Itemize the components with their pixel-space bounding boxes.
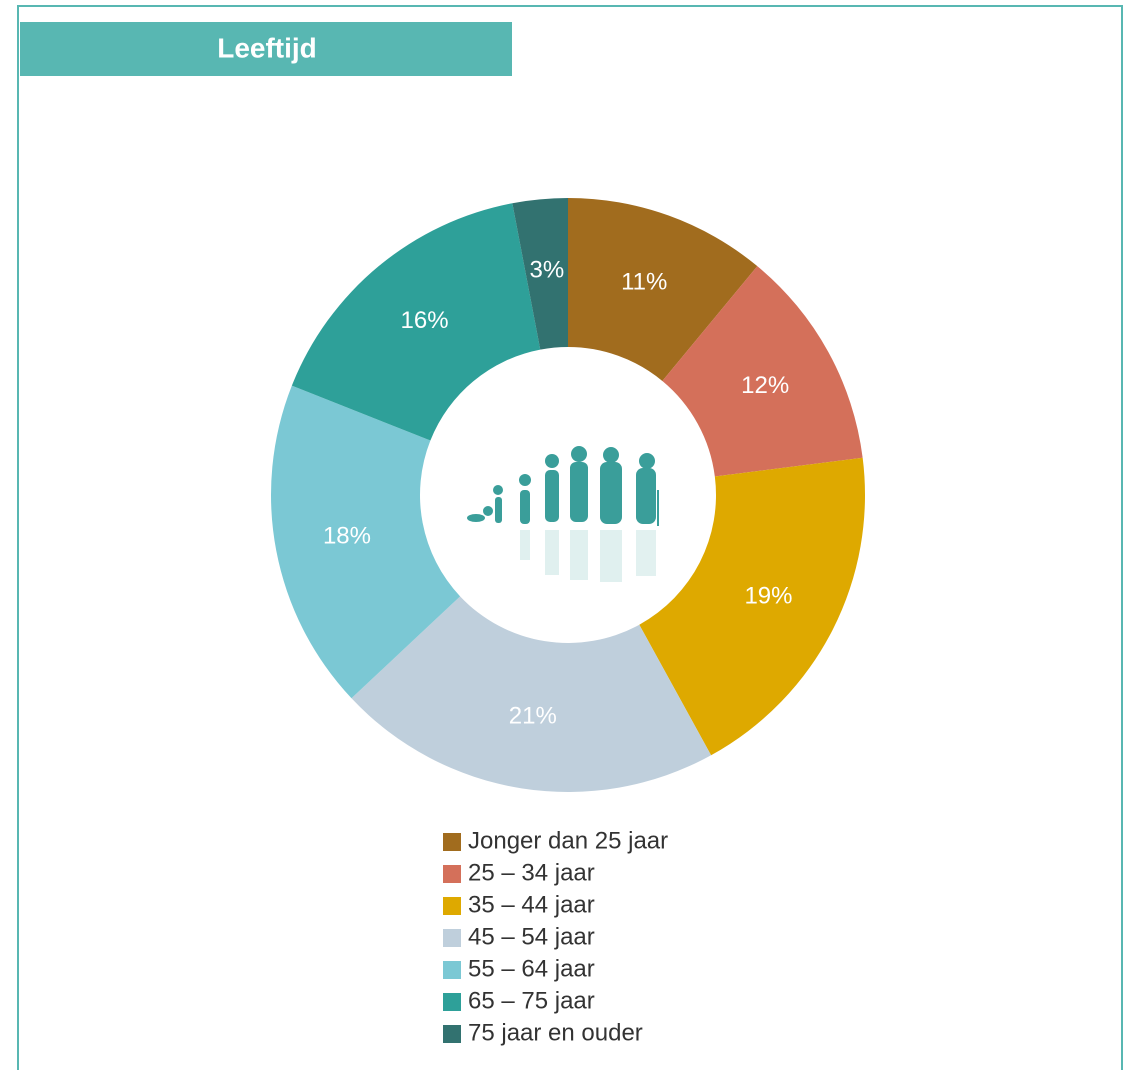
- legend: Jonger dan 25 jaar 25 – 34 jaar 35 – 44 ja…: [443, 827, 668, 1046]
- legend-label: 65 – 75 jaar: [468, 987, 595, 1014]
- slice: [639, 457, 865, 756]
- legend-swatch: [443, 961, 461, 979]
- chart-title: Leeftijd: [217, 32, 317, 63]
- slice: [271, 385, 461, 699]
- slice: [568, 198, 758, 381]
- legend-label: Jonger dan 25 jaar: [468, 827, 668, 854]
- legend-swatch: [443, 897, 461, 915]
- legend-swatch: [443, 993, 461, 1011]
- legend-label: 25 – 34 jaar: [468, 859, 595, 886]
- slice-label: 12%: [741, 372, 789, 399]
- title-banner: [20, 22, 512, 76]
- slice-label: 21%: [509, 703, 557, 730]
- legend-label: 75 jaar en ouder: [468, 1019, 643, 1046]
- frame: [17, 5, 1123, 1070]
- slice: [351, 596, 712, 793]
- legend-swatch: [443, 833, 461, 851]
- legend-swatch: [443, 865, 461, 883]
- slice-label: 19%: [744, 582, 792, 609]
- slice-label: 11%: [621, 269, 667, 296]
- legend-label: 45 – 54 jaar: [468, 923, 595, 950]
- legend-label: 35 – 44 jaar: [468, 891, 595, 918]
- legend-swatch: [443, 929, 461, 947]
- slice: [662, 266, 863, 477]
- legend-label: 55 – 64 jaar: [468, 955, 595, 982]
- legend-swatch: [443, 1025, 461, 1043]
- slice-label: 18%: [323, 523, 371, 550]
- slice: [512, 198, 568, 350]
- slice-label: 3%: [529, 256, 564, 283]
- slice-label: 16%: [401, 307, 449, 334]
- donut: 11% 12% 19% 21% 18% 16% 3%: [271, 198, 865, 793]
- people-icon: [467, 446, 659, 582]
- slice: [291, 203, 541, 441]
